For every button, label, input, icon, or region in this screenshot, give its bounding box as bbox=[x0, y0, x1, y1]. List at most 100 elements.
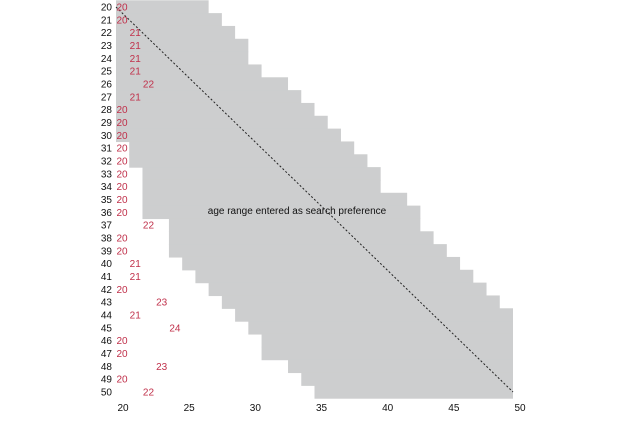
value-label: 21 bbox=[130, 54, 142, 65]
y-tick-label: 42 bbox=[101, 285, 113, 296]
y-tick-label: 32 bbox=[101, 157, 113, 168]
range-band-row bbox=[235, 308, 513, 322]
value-label: 20 bbox=[116, 118, 128, 129]
value-label: 20 bbox=[116, 336, 128, 347]
range-band-row bbox=[116, 64, 262, 78]
y-tick-label: 39 bbox=[101, 246, 113, 257]
y-tick-label: 21 bbox=[101, 15, 113, 26]
y-tick-label: 43 bbox=[101, 298, 113, 309]
range-band-row bbox=[168, 231, 434, 245]
y-tick-label: 48 bbox=[101, 362, 113, 373]
y-tick-label: 23 bbox=[101, 41, 113, 52]
value-label: 21 bbox=[130, 41, 142, 52]
value-label: 21 bbox=[130, 272, 142, 283]
x-tick-label: 30 bbox=[250, 403, 262, 414]
y-tick-label: 38 bbox=[101, 234, 113, 245]
value-label: 20 bbox=[116, 234, 128, 245]
y-tick-label: 26 bbox=[101, 80, 113, 91]
x-tick-label: 25 bbox=[184, 403, 196, 414]
range-band-row bbox=[168, 244, 447, 258]
x-axis-tick-labels: 20 25 30 35 40 45 50 bbox=[117, 403, 526, 414]
value-label: 20 bbox=[116, 285, 128, 296]
range-band-row bbox=[168, 218, 421, 232]
value-label: 20 bbox=[116, 169, 128, 180]
range-band-row bbox=[288, 359, 513, 374]
value-label: 21 bbox=[130, 92, 142, 103]
range-band-row bbox=[116, 128, 341, 143]
y-tick-label: 30 bbox=[101, 131, 113, 142]
value-label: 23 bbox=[156, 362, 168, 373]
y-tick-label: 36 bbox=[101, 208, 113, 219]
value-label: 20 bbox=[116, 182, 128, 193]
value-label: 20 bbox=[116, 349, 128, 360]
range-band-row bbox=[261, 346, 513, 361]
y-tick-label: 22 bbox=[101, 28, 113, 39]
range-band-row bbox=[116, 13, 222, 27]
range-band-row bbox=[301, 372, 513, 386]
value-label: 20 bbox=[116, 157, 128, 168]
y-tick-label: 24 bbox=[101, 54, 113, 65]
y-tick-label: 27 bbox=[101, 92, 113, 103]
value-label: 23 bbox=[156, 298, 168, 309]
value-label: 22 bbox=[143, 388, 155, 399]
value-label: 22 bbox=[143, 80, 155, 91]
value-labels: 2020212121212221202020202020202020222020… bbox=[116, 3, 180, 399]
value-label: 20 bbox=[116, 246, 128, 257]
x-tick-label: 35 bbox=[316, 403, 328, 414]
range-band-row bbox=[142, 192, 408, 207]
range-band-row bbox=[182, 256, 461, 271]
value-label: 20 bbox=[116, 375, 128, 386]
x-tick-label: 45 bbox=[448, 403, 460, 414]
range-band-row bbox=[142, 205, 421, 220]
range-band-row bbox=[129, 141, 355, 155]
range-band-row bbox=[116, 77, 289, 91]
y-tick-label: 33 bbox=[101, 169, 113, 180]
y-tick-label: 44 bbox=[101, 311, 113, 322]
y-tick-label: 46 bbox=[101, 336, 113, 347]
value-label: 22 bbox=[143, 221, 155, 232]
range-band-row bbox=[195, 269, 474, 284]
value-label: 20 bbox=[116, 3, 128, 14]
value-label: 20 bbox=[116, 144, 128, 155]
y-tick-label: 29 bbox=[101, 118, 113, 129]
y-tick-label: 28 bbox=[101, 105, 113, 116]
range-band-row bbox=[314, 385, 513, 399]
value-label: 20 bbox=[116, 131, 128, 142]
diagonal-reference-line bbox=[115, 6, 514, 393]
range-band-row bbox=[142, 167, 381, 181]
range-band-row bbox=[116, 38, 249, 53]
value-label: 21 bbox=[130, 311, 142, 322]
range-band-row bbox=[142, 179, 381, 194]
range-band-row bbox=[261, 333, 513, 348]
range-band-row bbox=[221, 295, 500, 309]
range-band bbox=[116, 0, 513, 399]
range-band-row bbox=[208, 282, 487, 297]
x-tick-label: 50 bbox=[514, 403, 526, 414]
range-band-row bbox=[248, 321, 513, 335]
value-label: 20 bbox=[116, 195, 128, 206]
x-tick-label: 20 bbox=[117, 403, 129, 414]
y-tick-label: 41 bbox=[101, 272, 113, 283]
value-label: 21 bbox=[130, 67, 142, 78]
range-band-row bbox=[116, 115, 328, 130]
value-label: 21 bbox=[130, 259, 142, 270]
value-label: 24 bbox=[169, 323, 181, 334]
range-band-row bbox=[116, 102, 315, 117]
y-tick-label: 20 bbox=[101, 3, 113, 14]
y-tick-label: 47 bbox=[101, 349, 113, 360]
y-tick-label: 31 bbox=[101, 144, 113, 155]
range-band-row bbox=[116, 0, 209, 14]
y-tick-label: 37 bbox=[101, 221, 113, 232]
y-tick-label: 45 bbox=[101, 323, 113, 334]
value-label: 20 bbox=[116, 105, 128, 116]
annotation-label: age range entered as search preference bbox=[208, 206, 387, 217]
value-label: 20 bbox=[116, 15, 128, 26]
value-label: 20 bbox=[116, 208, 128, 219]
y-tick-label: 50 bbox=[101, 388, 113, 399]
y-tick-label: 25 bbox=[101, 67, 113, 78]
x-tick-label: 40 bbox=[382, 403, 394, 414]
y-tick-label: 34 bbox=[101, 182, 113, 193]
y-tick-label: 35 bbox=[101, 195, 113, 206]
